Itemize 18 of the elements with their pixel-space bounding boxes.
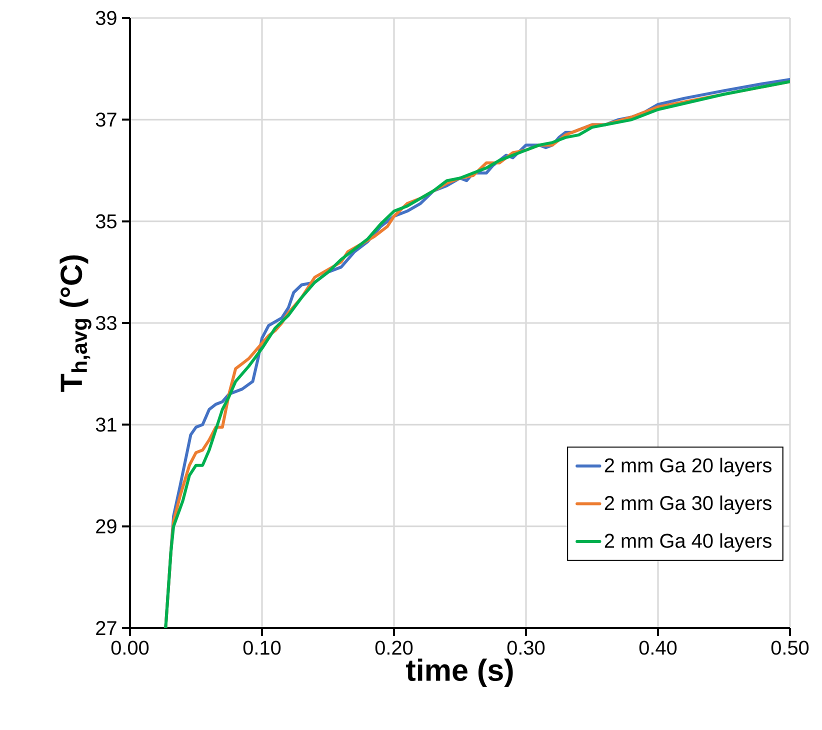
- x-tick-label: 0.40: [639, 640, 677, 655]
- x-tick-label: 0.10: [243, 640, 281, 655]
- x-tick-label: 0.00: [111, 640, 149, 655]
- y-tick-label: 27: [96, 621, 116, 635]
- x-tick-label: 0.50: [771, 640, 809, 655]
- y-tick-label: 37: [96, 112, 116, 127]
- y-tick-label: 29: [96, 519, 116, 534]
- y-tick-label: 39: [96, 10, 116, 26]
- y-tick-label: 33: [96, 316, 116, 330]
- legend-label: 2 mm Ga 30 layers: [604, 496, 772, 514]
- y-tick-label: 31: [96, 418, 116, 432]
- legend-label: 2 mm Ga 20 layers: [604, 458, 772, 476]
- x-axis-title: time (s): [406, 658, 513, 688]
- x-tick-label: 0.20: [375, 640, 413, 655]
- y-tick-label: 35: [96, 214, 116, 228]
- x-tick-label: 0.30: [507, 640, 545, 655]
- legend-label: 2 mm Ga 40 layers: [604, 533, 772, 552]
- y-axis-title: T$_{h,avg}$ (°C): [60, 255, 92, 392]
